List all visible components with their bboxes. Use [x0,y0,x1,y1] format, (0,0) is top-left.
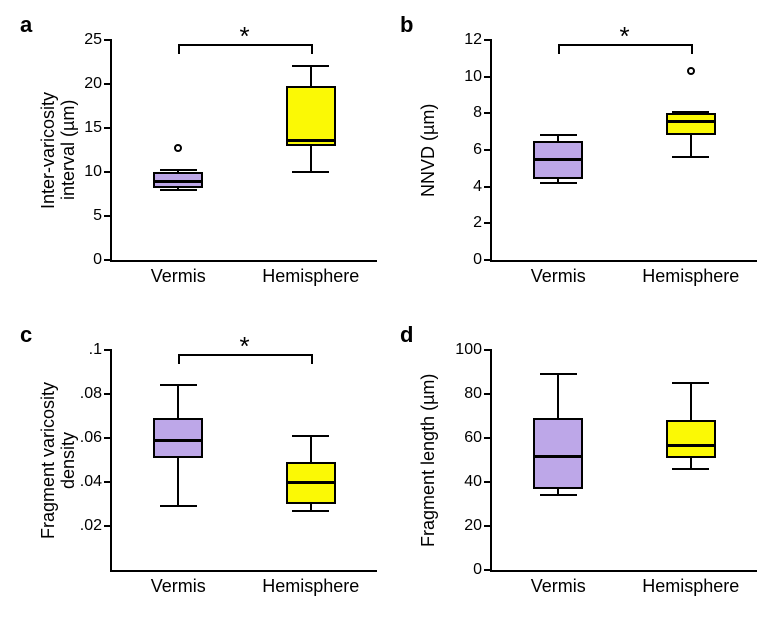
whisker-cap [540,373,577,375]
whisker [690,135,692,157]
whisker-cap [540,134,577,136]
whisker [310,66,312,85]
whisker-cap [292,171,329,173]
y-tick-label: 10 [84,163,112,181]
whisker-cap [160,169,197,171]
y-tick-label: 0 [473,561,492,579]
outlier-marker [174,144,182,152]
whisker [310,436,312,462]
x-tick-label: Hemisphere [262,260,359,287]
panel-label: c [20,322,32,348]
whisker-cap [160,189,197,191]
y-tick-label: 0 [93,251,112,269]
y-axis-label: NNVD (µm) [418,103,439,196]
median-line [666,120,716,123]
box [286,86,336,146]
whisker-cap [672,156,709,158]
median-line [286,139,336,142]
median-line [533,455,583,458]
median-line [153,180,203,183]
y-axis-label: Fragment varicosity [38,381,59,538]
plot-area: 020406080100VermisHemisphere [490,350,757,572]
figure: a0510152025VermisHemisphere*Inter-varico… [0,0,780,620]
plot-area: 0510152025VermisHemisphere* [110,40,377,262]
y-axis-label: interval (µm) [58,100,79,200]
whisker-cap [292,65,329,67]
whisker-cap [160,505,197,507]
plot-area: .02.04.06.08.1VermisHemisphere* [110,350,377,572]
whisker-cap [292,435,329,437]
significance-marker: * [239,21,249,52]
whisker-cap [672,468,709,470]
box [666,113,716,135]
y-tick-label: 8 [473,104,492,122]
y-tick-label: .04 [80,473,112,491]
significance-marker: * [239,331,249,362]
whisker [177,458,179,506]
median-line [666,444,716,447]
y-tick-label: .06 [80,429,112,447]
y-tick-label: 5 [93,207,112,225]
whisker-cap [160,384,197,386]
x-tick-label: Vermis [531,260,586,287]
significance-bracket [311,354,313,364]
y-axis-label: Fragment length (µm) [418,373,439,546]
significance-bracket [178,354,180,364]
whisker-cap [672,382,709,384]
whisker-cap [540,182,577,184]
plot-area: 024681012VermisHemisphere* [490,40,757,262]
y-tick-label: 6 [473,141,492,159]
y-tick-label: 25 [84,31,112,49]
whisker-cap [672,111,709,113]
y-tick-label: 20 [464,517,492,535]
y-tick-label: 100 [455,341,492,359]
significance-bracket [311,44,313,54]
x-tick-label: Hemisphere [642,570,739,597]
y-tick-label: 12 [464,31,492,49]
y-tick-label: .08 [80,385,112,403]
whisker [557,374,559,418]
box [666,420,716,457]
y-tick-label: 20 [84,75,112,93]
whisker [690,383,692,420]
y-tick-label: .1 [89,341,112,359]
x-tick-label: Hemisphere [262,570,359,597]
significance-marker: * [619,21,629,52]
panel-a: a0510152025VermisHemisphere*Inter-varico… [20,10,390,300]
outlier-marker [687,67,695,75]
panel-label: a [20,12,32,38]
box [533,418,583,488]
panel-label: b [400,12,413,38]
x-tick-label: Vermis [151,570,206,597]
x-tick-label: Hemisphere [642,260,739,287]
panel-b: b024681012VermisHemisphere*NNVD (µm) [400,10,770,300]
significance-bracket [558,44,560,54]
x-tick-label: Vermis [531,570,586,597]
y-tick-label: 2 [473,214,492,232]
y-tick-label: 15 [84,119,112,137]
whisker-cap [540,494,577,496]
median-line [533,158,583,161]
y-tick-label: 4 [473,178,492,196]
panel-label: d [400,322,413,348]
significance-bracket [691,44,693,54]
box [153,418,203,458]
y-tick-label: 40 [464,473,492,491]
median-line [286,481,336,484]
y-tick-label: .02 [80,517,112,535]
y-axis-label: density [58,431,79,488]
y-tick-label: 60 [464,429,492,447]
y-tick-label: 10 [464,68,492,86]
panel-c: c.02.04.06.08.1VermisHemisphere*Fragment… [20,320,390,610]
whisker [177,385,179,418]
y-tick-label: 80 [464,385,492,403]
panel-d: d020406080100VermisHemisphereFragment le… [400,320,770,610]
x-tick-label: Vermis [151,260,206,287]
median-line [153,439,203,442]
y-axis-label: Inter-varicosity [38,91,59,208]
whisker-cap [292,510,329,512]
whisker [310,146,312,172]
significance-bracket [178,44,180,54]
y-tick-label: 0 [473,251,492,269]
